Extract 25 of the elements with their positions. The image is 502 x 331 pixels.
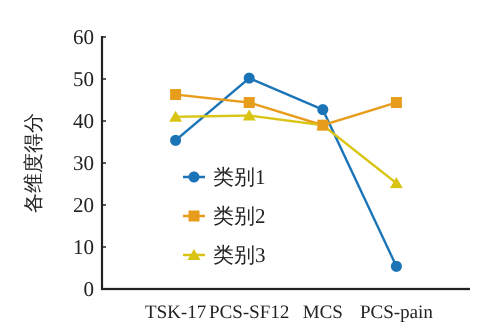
point bbox=[390, 97, 402, 108]
y-tick-label: 50 bbox=[73, 67, 94, 91]
point bbox=[244, 97, 255, 108]
legend-label: 类别1 bbox=[213, 165, 266, 189]
y-tick-label: 40 bbox=[73, 109, 94, 133]
x-tick-label: TSK-17 bbox=[144, 302, 206, 323]
legend-label: 类别2 bbox=[213, 204, 266, 228]
x-tick-label: MCS bbox=[302, 302, 343, 323]
point bbox=[390, 260, 402, 272]
point bbox=[170, 89, 182, 100]
y-tick-label: 30 bbox=[73, 151, 94, 175]
y-axis-title: 各维度得分 bbox=[23, 113, 45, 213]
x-tick-label: PCS-SF12 bbox=[209, 302, 290, 323]
y-tick-label: 0 bbox=[84, 277, 94, 301]
point bbox=[242, 110, 256, 121]
point bbox=[244, 72, 255, 84]
legend-label: 类别3 bbox=[213, 243, 266, 267]
point bbox=[317, 104, 328, 116]
y-tick-label: 20 bbox=[73, 193, 94, 217]
point bbox=[390, 177, 403, 188]
point bbox=[170, 134, 182, 146]
x-tick-label: PCS-pain bbox=[360, 302, 434, 323]
y-tick-label: 10 bbox=[73, 235, 94, 259]
point bbox=[169, 110, 182, 122]
y-tick-label: 60 bbox=[73, 25, 94, 49]
